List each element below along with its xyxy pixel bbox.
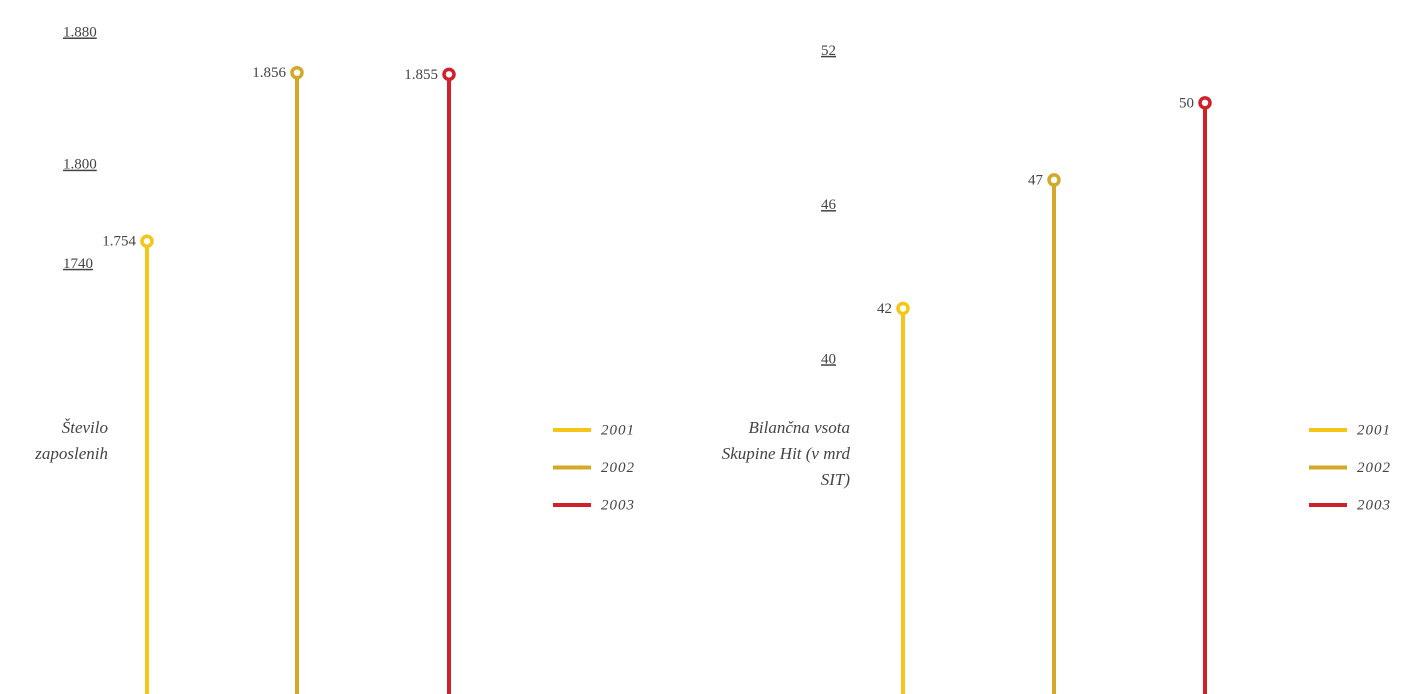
lollipop-head [442,67,456,82]
value-label: 1.855 [404,67,438,83]
value-label: 47 [1028,172,1044,188]
y-tick-label: 46 [821,197,837,213]
lollipop-head [1047,173,1061,187]
y-axis-label-box: Bilančna vsota Skupine Hit (v mrd SIT) [721,418,850,489]
value-label: 1.754 [102,234,136,250]
legend-label: 2002 [601,460,635,476]
lollipop-head [1198,96,1212,110]
y-tick-label: 1.800 [63,157,97,173]
lollipop-head [290,65,304,80]
legend-label: 2003 [601,497,635,513]
y-axis-label-box: Število zaposlenih [35,418,108,463]
legend-label: 2003 [1357,497,1391,513]
lollipop-head [896,301,910,316]
value-label: 50 [1179,95,1194,111]
y-axis-label: Število zaposlenih [35,418,108,463]
value-label: 1.856 [252,65,286,81]
y-axis-label: Bilančna vsota Skupine Hit (v mrd SIT) [721,418,850,489]
value-label: 42 [877,301,892,317]
y-tick-label: 52 [821,43,836,59]
y-tick-label: 1740 [63,256,93,272]
y-tick-label: 1.880 [63,24,97,40]
legend-label: 2001 [601,422,635,438]
legend-label: 2002 [1357,460,1391,476]
legend-label: 2001 [1357,422,1391,438]
y-tick-label: 40 [821,351,836,367]
lollipop-head [140,234,154,248]
